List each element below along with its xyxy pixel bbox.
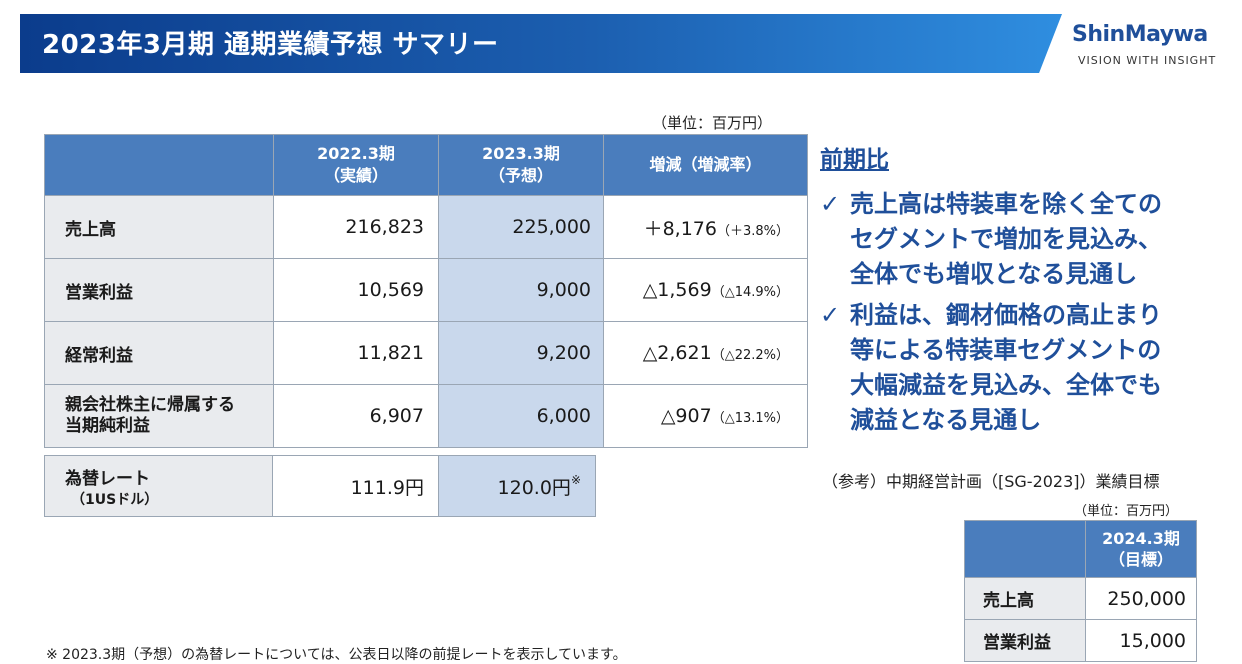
header-blank <box>964 520 1086 578</box>
row-label: 経常利益 <box>44 321 274 385</box>
header-actual: 2022.3期 （実績） <box>273 134 439 196</box>
bullet-sales: ✓ 売上高は特装車を除く全ての セグメントで増加を見込み、 全体でも増収となる見… <box>820 187 1162 292</box>
header-blank <box>44 134 274 196</box>
table-header-row: 2022.3期 （実績） 2023.3期 （予想） 増減（増減率） <box>44 134 808 196</box>
row-label: 営業利益 <box>44 258 274 322</box>
table-row: 売上高 216,823 225,000 ＋8,176（＋3.8%） <box>44 195 808 259</box>
fx-actual: 111.9円 <box>272 455 439 517</box>
logo-tagline: VISION WITH INSIGHT <box>1078 54 1217 67</box>
comparison-heading: 前期比 <box>820 147 889 173</box>
table-row: 営業利益 15,000 <box>964 619 1197 662</box>
title-banner: 2023年3月期 通期業績予想 サマリー <box>20 14 1062 73</box>
table-row: 経常利益 11,821 9,200 △2,621（△22.2%） <box>44 321 808 385</box>
row-label-text: 売上高 <box>65 219 116 240</box>
header-forecast: 2023.3期 （予想） <box>438 134 604 196</box>
company-logo: ShinMaywa VISION WITH INSIGHT <box>1072 22 1232 72</box>
change-amount: △2,621 <box>642 342 712 364</box>
target-value: 250,000 <box>1085 577 1197 620</box>
header-change: 増減（増減率） <box>603 134 808 196</box>
row-label-text-2: 当期純利益 <box>65 416 150 436</box>
row-label: 営業利益 <box>964 619 1086 662</box>
header-target: 2024.3期 （目標） <box>1085 520 1197 578</box>
row-label-text: 営業利益 <box>65 282 133 303</box>
bullet-line: 大幅減益を見込み、全体でも <box>850 371 1162 399</box>
forecast-value: 6,000 <box>438 384 604 448</box>
forecast-value: 9,000 <box>438 258 604 322</box>
actual-value: 10,569 <box>273 258 439 322</box>
table-row: 親会社株主に帰属する 当期純利益 6,907 6,000 △907（△13.1%… <box>44 384 808 448</box>
row-label-text: 親会社株主に帰属する <box>65 395 235 415</box>
fx-label: 為替レート （1USドル） <box>44 455 273 517</box>
check-icon: ✓ <box>820 190 841 218</box>
change-rate: （△22.2%） <box>711 348 789 363</box>
fx-forecast-value: 120.0円 <box>497 476 571 499</box>
change-rate: （＋3.8%） <box>716 223 789 239</box>
actual-value: 216,823 <box>273 195 439 259</box>
fx-forecast: 120.0円※ <box>438 455 596 517</box>
midterm-target-table: 2024.3期 （目標） 売上高 250,000 営業利益 15,000 <box>964 520 1197 662</box>
fx-label-sub: （1USドル） <box>71 491 159 508</box>
header-forecast-line2: （予想） <box>488 166 553 185</box>
bullet-line: セグメントで増加を見込み、 <box>850 225 1162 253</box>
exchange-rate-table: 為替レート （1USドル） 111.9円 120.0円※ <box>44 455 596 517</box>
bullet-line: 売上高は特装車を除く全ての <box>850 190 1162 218</box>
reference-label: （参考）中期経営計画（[SG-2023]）業績目標 <box>822 472 1160 491</box>
change-value: ＋8,176（＋3.8%） <box>603 195 808 259</box>
bullet-profit: ✓ 利益は、鋼材価格の高止まり 等による特装車セグメントの 大幅減益を見込み、全… <box>820 298 1162 438</box>
unit-label: （単位：百万円） <box>652 114 773 132</box>
header-actual-line2: （実績） <box>323 166 388 185</box>
table-row: 売上高 250,000 <box>964 577 1197 620</box>
forecast-value: 225,000 <box>438 195 604 259</box>
footnote: ※ 2023.3期（予想）の為替レートについては、公表日以降の前提レートを表示し… <box>46 647 627 663</box>
forecast-value: 9,200 <box>438 321 604 385</box>
change-amount: △1,569 <box>642 279 712 301</box>
page-title: 2023年3月期 通期業績予想 サマリー <box>42 30 499 60</box>
reference-unit: （単位：百万円） <box>1074 504 1179 519</box>
header-change-label: 増減（増減率） <box>649 155 762 174</box>
bullet-line: 利益は、鋼材価格の高止まり <box>850 301 1162 329</box>
table-header-row: 2024.3期 （目標） <box>964 520 1197 578</box>
actual-value: 6,907 <box>273 384 439 448</box>
row-label: 売上高 <box>964 577 1086 620</box>
target-value: 15,000 <box>1085 619 1197 662</box>
forecast-summary-table: 2022.3期 （実績） 2023.3期 （予想） 増減（増減率） 売上高 21… <box>44 134 808 448</box>
change-value: △2,621（△22.2%） <box>603 321 808 385</box>
bullet-line: 全体でも増収となる見通し <box>850 260 1138 288</box>
change-rate: （△14.9%） <box>711 285 789 300</box>
change-amount: ＋8,176 <box>643 217 717 240</box>
fx-label-main: 為替レート <box>65 468 150 489</box>
header-forecast-line1: 2023.3期 <box>482 144 560 163</box>
change-amount: △907 <box>660 405 712 427</box>
check-icon: ✓ <box>820 301 841 329</box>
change-value: △1,569（△14.9%） <box>603 258 808 322</box>
header-target-line1: 2024.3期 <box>1102 529 1180 548</box>
change-value: △907（△13.1%） <box>603 384 808 448</box>
header-target-line2: （目標） <box>1108 550 1173 569</box>
table-row: 営業利益 10,569 9,000 △1,569（△14.9%） <box>44 258 808 322</box>
logo-wordmark: ShinMaywa <box>1072 22 1208 47</box>
bullet-line: 減益となる見通し <box>850 406 1042 434</box>
row-label: 売上高 <box>44 195 274 259</box>
row-label: 親会社株主に帰属する 当期純利益 <box>44 384 274 448</box>
actual-value: 11,821 <box>273 321 439 385</box>
fx-note-mark: ※ <box>570 472 581 487</box>
row-label-text: 経常利益 <box>65 345 133 366</box>
change-rate: （△13.1%） <box>711 411 789 426</box>
table-row: 為替レート （1USドル） 111.9円 120.0円※ <box>44 455 596 517</box>
header-actual-line1: 2022.3期 <box>317 144 395 163</box>
bullet-line: 等による特装車セグメントの <box>850 336 1162 364</box>
